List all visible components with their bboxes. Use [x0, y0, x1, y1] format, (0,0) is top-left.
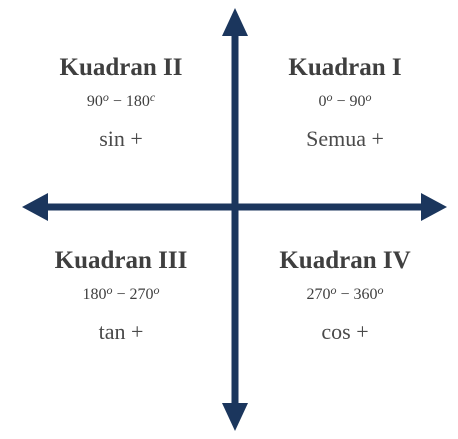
down-arrowhead — [222, 403, 248, 431]
quadrant-3-range-end-unit: o — [153, 283, 160, 297]
quadrant-4-range: 270o − 360o — [250, 280, 440, 305]
quadrant-4-range-start-unit: o — [330, 283, 337, 297]
quadrant-1-range-separator: − — [332, 93, 350, 110]
quadrant-2-range-end: 180 — [125, 93, 150, 110]
quadrant-4-range-end: 360 — [353, 286, 378, 303]
quadrant-2-range-end-unit: c — [149, 90, 156, 104]
quadrant-3-range: 180o − 270o — [26, 280, 216, 305]
quadrant-2-range: 90o − 180c — [26, 87, 216, 112]
quadrant-2-range-start-unit: o — [102, 90, 109, 104]
quadrant-4-sign: cos + — [321, 319, 369, 344]
left-arrowhead — [22, 193, 48, 221]
quadrant-3-title: Kuadran III — [54, 247, 188, 274]
quadrant-1-title: Kuadran I — [288, 54, 402, 81]
up-arrowhead — [222, 8, 248, 36]
quadrant-1-range-end: 90 — [349, 93, 366, 110]
quadrant-4-range-start: 270 — [306, 286, 331, 303]
quadrant-4-range-end-unit: o — [377, 283, 384, 297]
quadrant-4-range-separator: − — [336, 286, 354, 303]
quadrant-1-range-start-unit: o — [326, 90, 333, 104]
quadrant-1-sign: Semua + — [306, 126, 384, 151]
quadrant-1-range-start: 0 — [318, 93, 327, 110]
quadrant-2-range-separator: − — [108, 93, 126, 110]
quadrant-3-range-start: 180 — [82, 286, 107, 303]
quadrant-4-title: Kuadran IV — [279, 247, 411, 274]
quadrant-3-sign: tan + — [98, 319, 144, 344]
quadrant-1-range-end-unit: o — [365, 90, 372, 104]
quadrant-3-range-end: 270 — [129, 286, 154, 303]
quadrant-2-title: Kuadran II — [59, 54, 183, 81]
right-arrowhead — [421, 193, 447, 221]
quadrant-2-range-start: 90 — [86, 93, 103, 110]
quadrant-2-sign: sin + — [99, 126, 143, 151]
quadrant-3-range-start-unit: o — [106, 283, 113, 297]
quadrant-3-range-separator: − — [112, 286, 130, 303]
quadrant-1-range: 0o − 90o — [250, 87, 440, 112]
